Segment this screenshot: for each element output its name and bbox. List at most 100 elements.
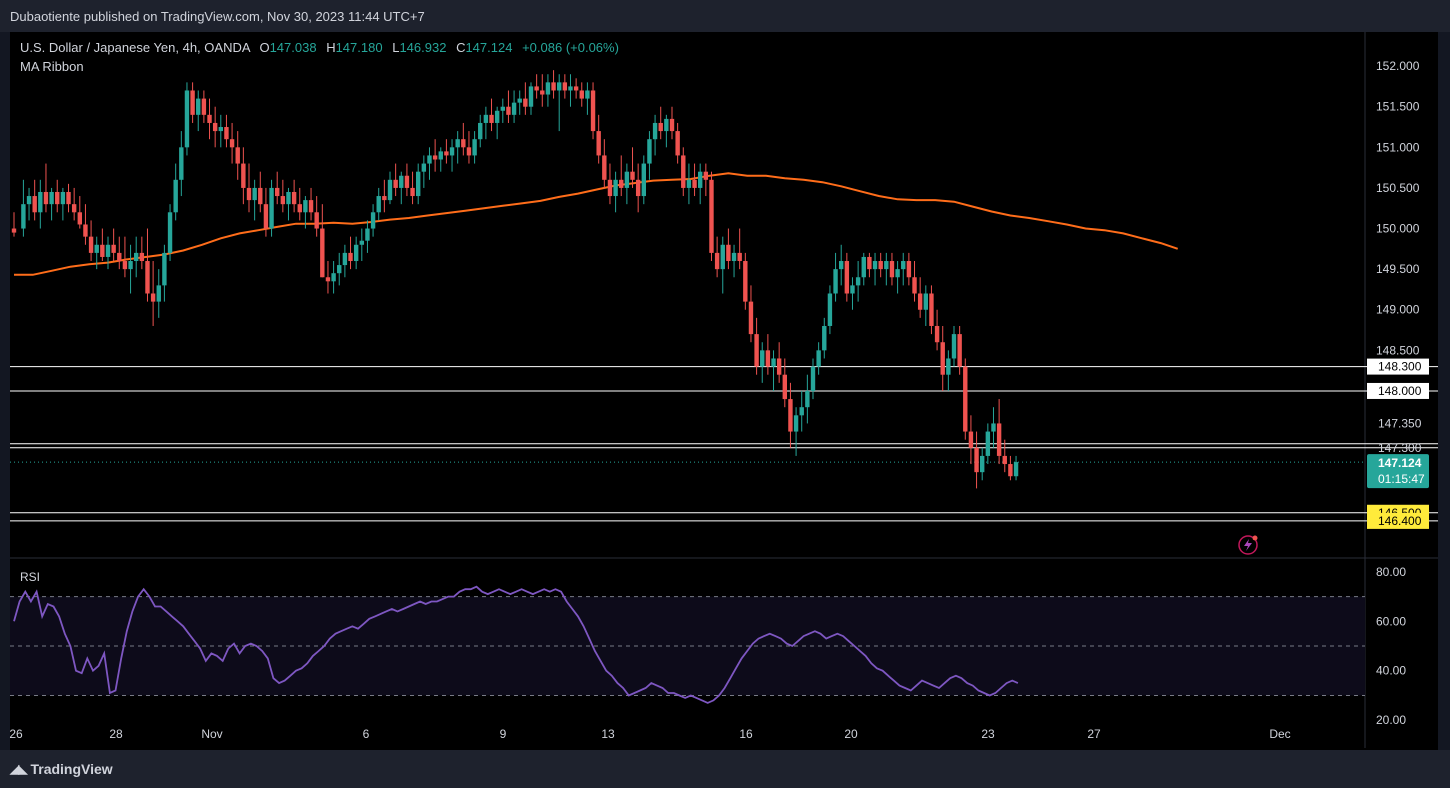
candle-body bbox=[71, 204, 77, 213]
time-tick-label: 16 bbox=[739, 727, 753, 741]
candle-body bbox=[929, 293, 934, 326]
indicator-label[interactable]: MA Ribbon bbox=[20, 59, 84, 74]
candle-body bbox=[974, 447, 979, 473]
candle-body bbox=[980, 455, 985, 473]
candle-body bbox=[540, 90, 545, 95]
candle-body bbox=[478, 122, 483, 140]
candle-body bbox=[1013, 462, 1019, 477]
candle-body bbox=[675, 131, 680, 156]
candle-body bbox=[844, 261, 850, 294]
high-value: 147.180 bbox=[335, 40, 383, 55]
candle-body bbox=[258, 187, 263, 205]
candle-body bbox=[38, 191, 43, 213]
symbol-legend: U.S. Dollar / Japanese Yen, 4h, OANDA O1… bbox=[20, 40, 619, 55]
candle-body bbox=[726, 244, 731, 262]
candle-body bbox=[619, 179, 624, 188]
candle-body bbox=[196, 98, 201, 115]
candle-body bbox=[359, 240, 364, 245]
candle-body bbox=[760, 350, 765, 367]
close-label: C bbox=[456, 40, 466, 55]
candle-body bbox=[218, 127, 223, 132]
candle-body bbox=[60, 191, 66, 205]
level-price-tag bbox=[1367, 382, 1429, 399]
level-price-label: 147.300 bbox=[1378, 441, 1422, 455]
candle-body bbox=[145, 261, 150, 294]
candle-body bbox=[957, 334, 962, 367]
level-price-label: 147.350 bbox=[1378, 417, 1422, 431]
candle-body bbox=[934, 325, 940, 343]
candle-body bbox=[573, 86, 579, 91]
candle-body bbox=[342, 252, 348, 266]
candle-body bbox=[1008, 464, 1013, 477]
candle-body bbox=[173, 179, 178, 213]
candle-body bbox=[269, 187, 274, 229]
last-price-value: 147.124 bbox=[1378, 456, 1422, 470]
candle-body bbox=[21, 204, 26, 229]
footer-bar bbox=[0, 750, 1450, 788]
candle-body bbox=[884, 261, 889, 270]
candle-body bbox=[985, 431, 991, 456]
candle-body bbox=[32, 196, 37, 213]
candle-body bbox=[511, 102, 517, 115]
candle-body bbox=[489, 114, 494, 123]
candle-body bbox=[630, 171, 635, 180]
candle-body bbox=[280, 196, 286, 205]
candle-body bbox=[669, 118, 675, 132]
candle-body bbox=[534, 86, 539, 91]
candle-body bbox=[224, 127, 229, 140]
last-price-tag bbox=[1367, 454, 1429, 489]
time-tick-label: 13 bbox=[601, 727, 615, 741]
candle-body bbox=[596, 131, 601, 156]
alert-lightning-icon bbox=[1238, 535, 1258, 555]
candle-body bbox=[602, 155, 607, 180]
candle-body bbox=[506, 106, 511, 115]
candle-body bbox=[43, 191, 49, 205]
rsi-label[interactable]: RSI bbox=[20, 570, 41, 584]
open-label: O bbox=[259, 40, 270, 55]
candle-body bbox=[263, 204, 269, 229]
candle-body bbox=[878, 261, 883, 270]
candle-body bbox=[788, 399, 793, 432]
candle-body bbox=[427, 155, 432, 164]
candle-body bbox=[607, 179, 613, 197]
bar-countdown: 01:15:47 bbox=[1378, 472, 1425, 486]
candle-body bbox=[404, 175, 410, 188]
candle-body bbox=[432, 155, 438, 160]
candle-body bbox=[664, 118, 669, 132]
candle-body bbox=[827, 293, 833, 326]
candle-body bbox=[410, 187, 415, 197]
candle-body bbox=[275, 187, 280, 197]
candle-body bbox=[348, 252, 353, 262]
candle-body bbox=[252, 187, 257, 201]
time-tick-label: 26 bbox=[9, 727, 23, 741]
candle-body bbox=[647, 139, 652, 164]
candle-body bbox=[376, 196, 381, 213]
candle-body bbox=[399, 175, 404, 188]
candle-body bbox=[681, 155, 686, 188]
candle-body bbox=[320, 228, 325, 278]
candle-body bbox=[861, 256, 866, 278]
time-tick-label: 6 bbox=[363, 727, 370, 741]
candle-body bbox=[162, 252, 167, 286]
rsi-line bbox=[13, 585, 1019, 704]
candle-body bbox=[55, 191, 60, 205]
candle-body bbox=[850, 285, 855, 294]
candle-body bbox=[714, 252, 720, 270]
candle-body bbox=[782, 374, 787, 400]
candle-body bbox=[590, 90, 596, 132]
candle-body bbox=[325, 277, 331, 282]
candle-body bbox=[455, 139, 460, 148]
candle-body bbox=[692, 179, 697, 188]
alert-icon-dot bbox=[1252, 535, 1258, 541]
time-tick-label: Nov bbox=[201, 727, 222, 741]
candle-body bbox=[246, 187, 252, 201]
price-tick-label: 152.000 bbox=[1376, 59, 1420, 73]
low-value: 146.932 bbox=[399, 40, 447, 55]
candle-body bbox=[207, 114, 212, 123]
candle-body bbox=[212, 122, 218, 132]
price-tick-label: 150.000 bbox=[1376, 222, 1420, 236]
candle-body bbox=[517, 98, 522, 103]
rsi-tick-label: 80.00 bbox=[1376, 565, 1406, 579]
candle-body bbox=[421, 163, 427, 172]
